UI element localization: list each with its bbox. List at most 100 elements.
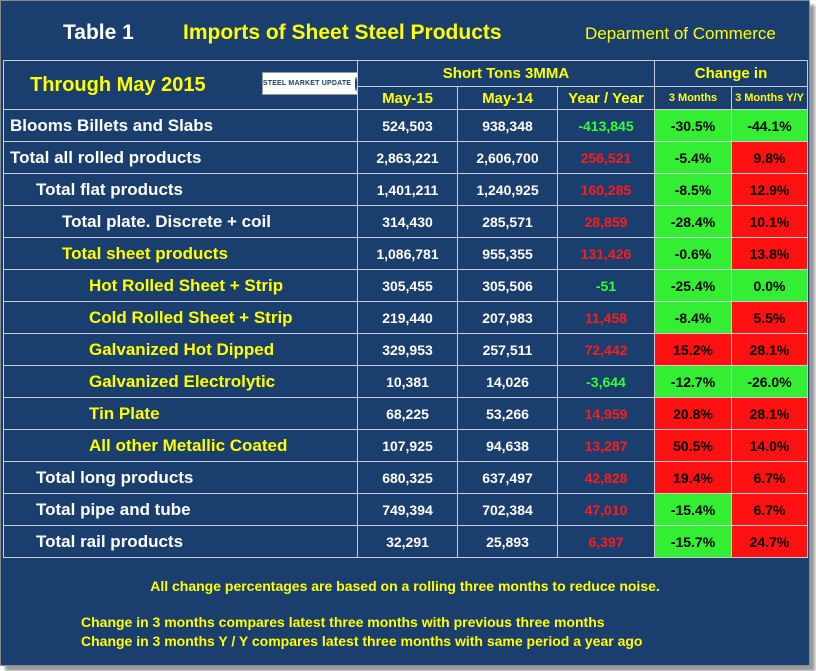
cell-year-year: 6,397: [557, 525, 655, 558]
cell-may14: 305,506: [457, 269, 558, 302]
row-label: Cold Rolled Sheet + Strip: [3, 301, 358, 334]
row-label: Total flat products: [3, 173, 358, 206]
footnote-rolling: All change percentages are based on a ro…: [150, 578, 660, 594]
cell-3-months-yy: 10.1%: [731, 205, 808, 238]
row-label: Total all rolled products: [3, 141, 358, 174]
cell-3-months: 50.5%: [654, 429, 732, 462]
footnote-3-months: Change in 3 months compares latest three…: [81, 614, 605, 630]
cell-year-year: 28,859: [557, 205, 655, 238]
cell-3-months-yy: 24.7%: [731, 525, 808, 558]
cell-year-year: 131,426: [557, 237, 655, 270]
cell-may15: 107,925: [357, 429, 458, 462]
table-row: Tin Plate 68,225 53,266 14,959 20.8% 28.1%: [3, 397, 808, 430]
table-row: Cold Rolled Sheet + Strip 219,440 207,983 1…: [3, 301, 808, 334]
cell-3-months-yy: 14.0%: [731, 429, 808, 462]
cell-3-months-yy: 5.5%: [731, 301, 808, 334]
cell-3-months: -12.7%: [654, 365, 732, 398]
cell-year-year: 42,828: [557, 461, 655, 494]
cell-3-months: -15.4%: [654, 493, 732, 526]
cell-may15: 749,394: [357, 493, 458, 526]
cell-3-months: -5.4%: [654, 141, 732, 174]
table-body: Blooms Billets and Slabs 524,503 938,348 -4…: [3, 109, 808, 558]
table-row: Total flat products 1,401,211 1,240,925 160…: [3, 173, 808, 206]
cell-3-months-yy: 0.0%: [731, 269, 808, 302]
cell-may14: 938,348: [457, 109, 558, 142]
cell-year-year: 72,442: [557, 333, 655, 366]
cell-year-year: 13,287: [557, 429, 655, 462]
logo-text: STEEL MARKET UPDATE: [262, 80, 352, 87]
group-header-change: Change in: [654, 60, 808, 87]
cell-3-months-yy: 6.7%: [731, 461, 808, 494]
cell-may14: 53,266: [457, 397, 558, 430]
row-label: All other Metallic Coated: [3, 429, 358, 462]
cell-may14: 257,511: [457, 333, 558, 366]
source-label: Deparment of Commerce: [585, 24, 776, 43]
table-row: Total sheet products 1,086,781 955,355 131,…: [3, 237, 808, 270]
cell-may15: 68,225: [357, 397, 458, 430]
cell-3-months-yy: -44.1%: [731, 109, 808, 142]
cell-may14: 2,606,700: [457, 141, 558, 174]
row-label: Blooms Billets and Slabs: [3, 109, 358, 142]
cell-may14: 637,497: [457, 461, 558, 494]
cell-may14: 1,240,925: [457, 173, 558, 206]
cell-3-months: 19.4%: [654, 461, 732, 494]
cell-3-months: -8.5%: [654, 173, 732, 206]
through-date: Through May 2015: [30, 73, 206, 96]
cell-may15: 314,430: [357, 205, 458, 238]
cell-year-year: 11,458: [557, 301, 655, 334]
cell-may14: 207,983: [457, 301, 558, 334]
cell-year-year: 256,521: [557, 141, 655, 174]
table-row: All other Metallic Coated 107,925 94,638 13…: [3, 429, 808, 462]
cell-3-months: -28.4%: [654, 205, 732, 238]
cell-3-months: 20.8%: [654, 397, 732, 430]
cell-may15: 524,503: [357, 109, 458, 142]
table-row: Galvanized Hot Dipped 329,953 257,511 72,44…: [3, 333, 808, 366]
cell-may14: 285,571: [457, 205, 558, 238]
cell-3-months: 15.2%: [654, 333, 732, 366]
cell-may15: 1,401,211: [357, 173, 458, 206]
cell-3-months: -15.7%: [654, 525, 732, 558]
footnote-3-months-yy: Change in 3 months Y / Y compares latest…: [81, 633, 643, 649]
cell-may15: 32,291: [357, 525, 458, 558]
cell-3-months: -25.4%: [654, 269, 732, 302]
steel-market-update-logo: STEEL MARKET UPDATE: [262, 72, 357, 95]
row-label: Hot Rolled Sheet + Strip: [3, 269, 358, 302]
row-label: Total pipe and tube: [3, 493, 358, 526]
cell-3-months-yy: 28.1%: [731, 397, 808, 430]
col-header-may14: May-14: [457, 86, 558, 110]
table-row: Total all rolled products 2,863,221 2,606,…: [3, 141, 808, 174]
cell-3-months: -0.6%: [654, 237, 732, 270]
cell-year-year: 160,285: [557, 173, 655, 206]
group-header-short-tons: Short Tons 3MMA: [357, 60, 655, 87]
cell-3-months-yy: 12.9%: [731, 173, 808, 206]
cell-may14: 14,026: [457, 365, 558, 398]
row-label: Total long products: [3, 461, 358, 494]
row-label: Galvanized Electrolytic: [3, 365, 358, 398]
table-row: Hot Rolled Sheet + Strip 305,455 305,506 -5…: [3, 269, 808, 302]
row-label: Total rail products: [3, 525, 358, 558]
cell-3-months-yy: -26.0%: [731, 365, 808, 398]
row-label: Total plate. Discrete + coil: [3, 205, 358, 238]
cell-3-months: -30.5%: [654, 109, 732, 142]
table-row: Total plate. Discrete + coil 314,430 285,5…: [3, 205, 808, 238]
cell-year-year: 47,010: [557, 493, 655, 526]
cell-may15: 305,455: [357, 269, 458, 302]
cell-may15: 10,381: [357, 365, 458, 398]
cell-year-year: 14,959: [557, 397, 655, 430]
cell-may14: 702,384: [457, 493, 558, 526]
cell-3-months-yy: 13.8%: [731, 237, 808, 270]
col-header-may15: May-15: [357, 86, 458, 110]
cell-3-months-yy: 9.8%: [731, 141, 808, 174]
row-label: Tin Plate: [3, 397, 358, 430]
table-row: Blooms Billets and Slabs 524,503 938,348 -4…: [3, 109, 808, 142]
cell-may14: 25,893: [457, 525, 558, 558]
row-label: Total sheet products: [3, 237, 358, 270]
cell-may14: 94,638: [457, 429, 558, 462]
imports-table: Through May 2015 STEEL MARKET UPDATE Sho…: [3, 60, 808, 558]
cell-3-months: -8.4%: [654, 301, 732, 334]
cell-3-months-yy: 28.1%: [731, 333, 808, 366]
cell-may15: 219,440: [357, 301, 458, 334]
cell-year-year: -413,845: [557, 109, 655, 142]
cell-may15: 1,086,781: [357, 237, 458, 270]
